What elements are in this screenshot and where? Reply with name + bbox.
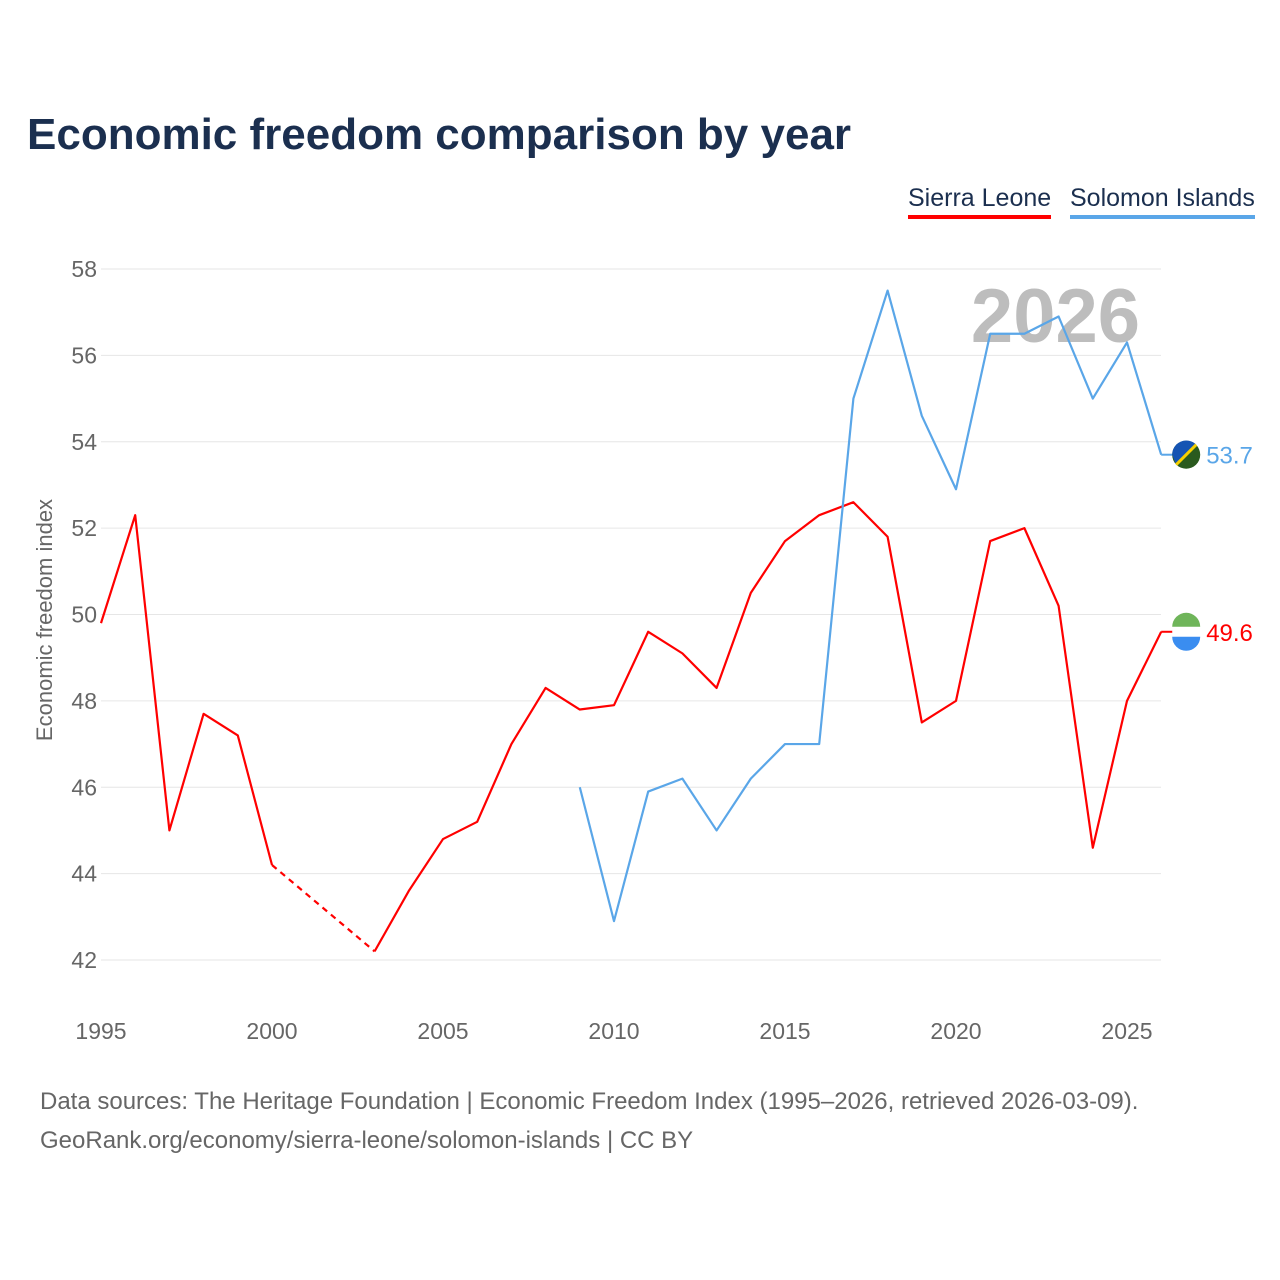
source-line-1: Data sources: The Heritage Foundation | … bbox=[40, 1088, 1139, 1115]
x-tick-label: 2010 bbox=[588, 1018, 639, 1044]
series-line-0 bbox=[373, 501, 1163, 952]
end-value-label: 49.6 bbox=[1206, 620, 1253, 647]
x-tick-label: 2015 bbox=[759, 1018, 810, 1044]
x-tick-label: 2020 bbox=[930, 1018, 981, 1044]
x-tick-label: 2025 bbox=[1101, 1018, 1152, 1044]
chart-title: Economic freedom comparison by year bbox=[27, 110, 852, 159]
legend-sierra-leone[interactable]: Sierra Leone bbox=[908, 184, 1052, 219]
flag-blue bbox=[1172, 636, 1201, 651]
y-tick-label: 46 bbox=[71, 774, 97, 800]
flag-blue bbox=[1172, 440, 1197, 465]
end-value-label: 53.7 bbox=[1206, 443, 1253, 470]
y-tick-label: 58 bbox=[71, 256, 97, 282]
y-tick-label: 54 bbox=[71, 429, 97, 455]
watermark-year: 2026 bbox=[971, 274, 1140, 359]
y-tick-label: 52 bbox=[71, 515, 97, 541]
series-line-1 bbox=[578, 289, 1163, 923]
x-tick-label: 2005 bbox=[417, 1018, 468, 1044]
source-line-2[interactable]: GeoRank.org/economy/sierra-leone/solomon… bbox=[40, 1127, 694, 1154]
series-line-0 bbox=[99, 514, 274, 866]
y-tick-label: 56 bbox=[71, 342, 97, 368]
legend-solomon-islands[interactable]: Solomon Islands bbox=[1070, 184, 1255, 219]
y-tick-label: 48 bbox=[71, 688, 97, 714]
flag-stripe bbox=[1175, 443, 1198, 466]
y-tick-label: 50 bbox=[71, 602, 97, 628]
flag-green bbox=[1172, 612, 1201, 627]
y-tick-label: 44 bbox=[71, 861, 97, 887]
y-axis-label: Economic freedom index bbox=[32, 499, 57, 741]
x-tick-label: 1995 bbox=[75, 1018, 126, 1044]
series-gap-line bbox=[271, 864, 376, 953]
x-tick-label: 2000 bbox=[246, 1018, 297, 1044]
y-tick-label: 42 bbox=[71, 947, 97, 973]
